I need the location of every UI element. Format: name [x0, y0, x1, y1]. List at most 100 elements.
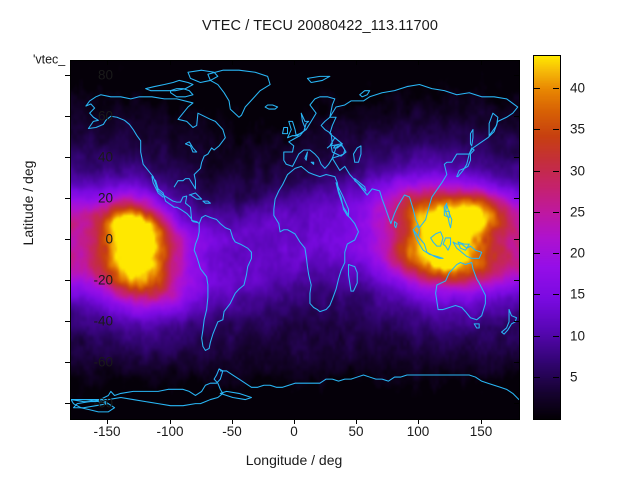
y-tick-label: -20	[93, 272, 113, 288]
coastline-path	[331, 144, 346, 156]
coastline-path	[274, 166, 359, 311]
x-tick-mark	[356, 419, 357, 424]
x-tick-label: 100	[406, 424, 430, 439]
y-tick-label: 20	[97, 190, 113, 206]
colorbar-tick-mark-right	[553, 212, 559, 213]
y-tick-mark-inner	[514, 362, 519, 363]
x-tick-label: 50	[348, 424, 364, 439]
colorbar-tick-mark-right	[553, 336, 559, 337]
colorbar-tick-mark	[534, 212, 540, 213]
colorbar-tick-mark-right	[553, 377, 559, 378]
colorbar-tick-label: 40	[570, 80, 586, 96]
coastline-path	[395, 222, 397, 228]
coastline-path	[470, 130, 472, 146]
colorbar-tick-mark	[534, 253, 540, 254]
x-tick-mark-inner	[107, 60, 108, 65]
colorbar-tick-mark	[534, 88, 540, 89]
colorbar-tick-mark	[534, 129, 540, 130]
coastline-path	[360, 91, 370, 97]
colorbar-gradient	[534, 56, 560, 419]
colorbar-tick-mark-right	[553, 129, 559, 130]
coastline-path	[436, 263, 486, 320]
coastline-path	[86, 95, 225, 189]
coastline-path	[458, 242, 469, 250]
coastline-path	[194, 215, 251, 350]
y-tick-mark	[65, 239, 70, 240]
y-tick-label: 80	[97, 67, 113, 83]
y-tick-label: 60	[97, 108, 113, 124]
colorbar-tick-mark-right	[553, 253, 559, 254]
coastline-path	[349, 265, 358, 292]
y-tick-mark-inner	[514, 239, 519, 240]
coastline-path	[203, 201, 210, 203]
coastline-path	[413, 226, 419, 236]
coastline-path	[453, 242, 482, 258]
coastline-overlay	[71, 61, 519, 419]
colorbar-tick-mark	[534, 336, 540, 337]
y-tick-label: -60	[93, 354, 113, 370]
colorbar-tick-label: 20	[570, 245, 586, 261]
y-tick-mark-inner	[514, 403, 519, 404]
x-tick-mark	[170, 419, 171, 424]
y-tick-mark	[65, 362, 70, 363]
x-tick-mark	[232, 419, 233, 424]
coastline-path	[444, 203, 449, 217]
x-tick-mark	[294, 419, 295, 424]
colorbar-tick-mark-right	[553, 171, 559, 172]
y-tick-mark-inner	[514, 321, 519, 322]
y-tick-mark-inner	[514, 75, 519, 76]
y-tick-mark	[65, 157, 70, 158]
y-tick-mark	[65, 321, 70, 322]
coastline-path	[336, 183, 348, 216]
coastline-path	[220, 391, 251, 399]
x-tick-mark	[107, 419, 108, 424]
x-tick-label: -50	[222, 424, 242, 439]
coastline-path	[208, 70, 270, 117]
x-tick-mark-inner	[356, 60, 357, 65]
coastline-path	[73, 400, 108, 408]
colorbar-tick-label: 35	[570, 121, 586, 137]
x-tick-mark-inner	[170, 60, 171, 65]
x-tick-label: 0	[290, 424, 298, 439]
x-tick-mark	[418, 419, 419, 424]
coastline-path	[189, 193, 201, 199]
coastline-path	[446, 205, 452, 228]
coastline-path	[185, 142, 196, 152]
colorbar-tick-label: 5	[570, 369, 578, 385]
y-axis-title: Latitude / deg	[20, 160, 36, 246]
colorbar-tick-label: 30	[570, 163, 586, 179]
x-tick-label: -100	[156, 424, 184, 439]
y-tick-mark	[65, 75, 70, 76]
y-tick-mark-inner	[514, 157, 519, 158]
x-axis-title: Longitude / deg	[245, 452, 343, 468]
coastline-path	[86, 104, 199, 224]
coastline-path	[431, 232, 443, 246]
colorbar[interactable]	[533, 55, 561, 420]
coastline-path	[305, 152, 307, 160]
coastline-path	[502, 310, 517, 335]
colorbar-tick-mark-right	[553, 294, 559, 295]
page-title: VTEC / TECU 20080422_113.11700	[202, 18, 438, 34]
coastline-path	[330, 85, 518, 228]
coastline-path	[307, 76, 329, 82]
y-tick-label: -40	[93, 313, 113, 329]
x-tick-mark-inner	[418, 60, 419, 65]
x-tick-label: -150	[93, 424, 121, 439]
y-tick-label: 0	[105, 231, 113, 247]
coastline-path	[283, 127, 288, 133]
coastline-path	[171, 89, 193, 97]
colorbar-tick-mark	[534, 294, 540, 295]
y-tick-mark	[65, 116, 70, 117]
colorbar-tick-label: 15	[570, 286, 586, 302]
coastline-path	[311, 162, 313, 164]
colorbar-tick-mark-right	[553, 88, 559, 89]
coastline-path	[265, 105, 277, 109]
y-tick-mark	[65, 198, 70, 199]
map-plot-area[interactable]	[70, 60, 520, 420]
coastline-path	[288, 121, 297, 137]
coastline-path	[353, 146, 360, 162]
stray-truncated-label: 'vtec_	[33, 52, 66, 67]
y-tick-mark	[65, 280, 70, 281]
coastline-path	[284, 97, 345, 169]
coastline-path	[220, 371, 519, 400]
